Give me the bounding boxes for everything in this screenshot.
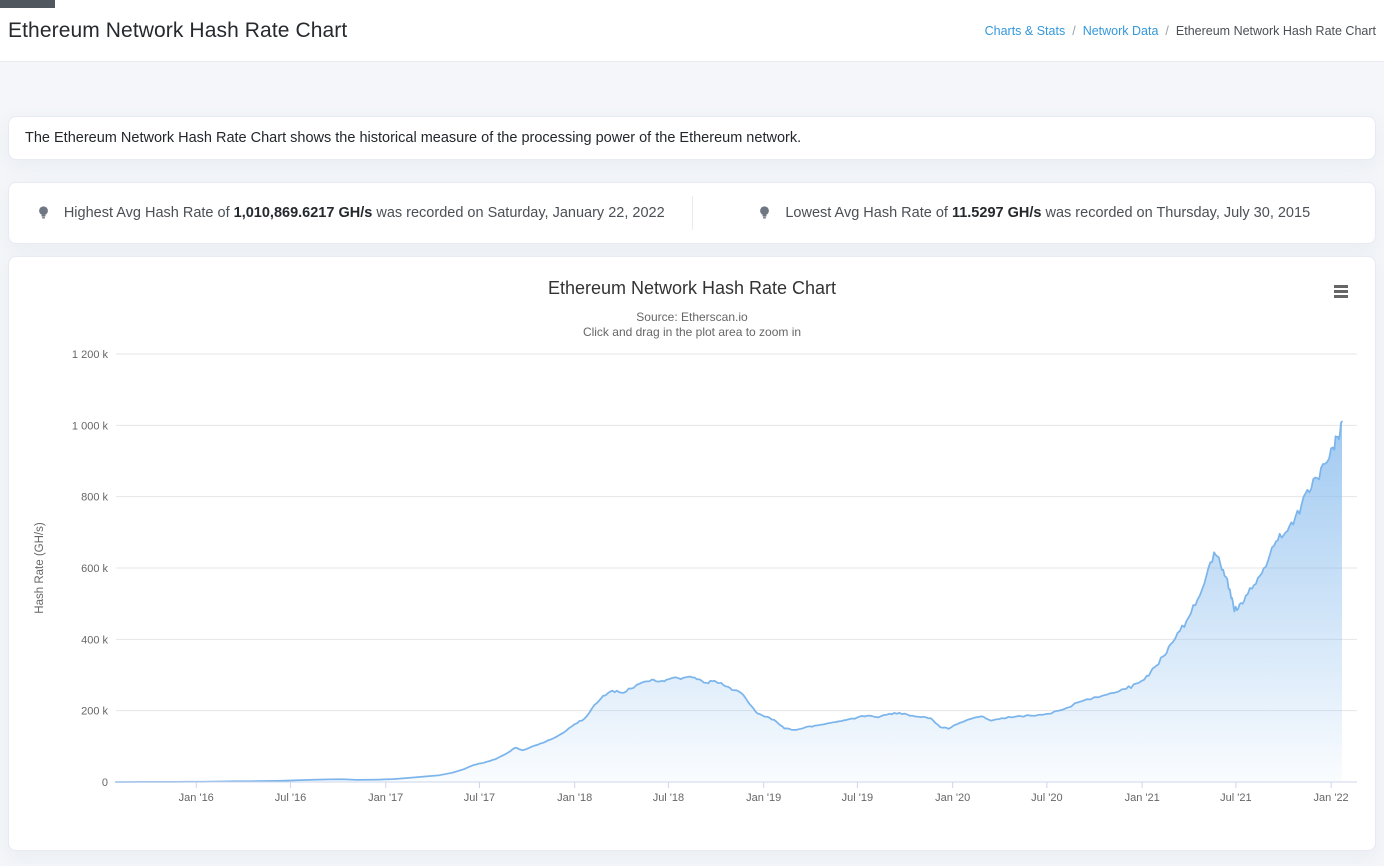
svg-text:Jul '18: Jul '18 — [653, 792, 684, 804]
description-card: The Ethereum Network Hash Rate Chart sho… — [8, 116, 1376, 160]
svg-text:Jan '22: Jan '22 — [1314, 792, 1349, 804]
lightbulb-icon — [757, 205, 772, 221]
svg-text:Jan '19: Jan '19 — [746, 792, 781, 804]
svg-text:400 k: 400 k — [81, 634, 108, 646]
svg-text:Jul '16: Jul '16 — [275, 792, 306, 804]
lightbulb-icon — [36, 205, 51, 221]
svg-text:1 000 k: 1 000 k — [72, 420, 109, 432]
svg-text:Jan '17: Jan '17 — [368, 792, 403, 804]
lowest-hash-rate-stat: Lowest Avg Hash Rate of 11.5297 GH/s was… — [693, 183, 1376, 243]
stats-divider — [691, 196, 693, 230]
svg-text:Jan '16: Jan '16 — [179, 792, 214, 804]
breadcrumb-link-network-data[interactable]: Network Data — [1082, 23, 1159, 38]
svg-text:200 k: 200 k — [81, 706, 108, 718]
breadcrumb-separator: / — [1165, 23, 1169, 38]
chart-subtitle-hint: Click and drag in the plot area to zoom … — [582, 325, 802, 339]
hash-rate-area-chart[interactable]: 0 200 k 400 k 600 k 800 k 1 000 k 1 200 k Hash … — [9, 257, 1377, 852]
highest-stat-text: Highest Avg Hash Rate of 1,010,869.6217 … — [63, 205, 665, 221]
page-header: Ethereum Network Hash Rate Chart Charts … — [0, 0, 1384, 62]
svg-text:800 k: 800 k — [81, 492, 108, 504]
svg-text:Jul '19: Jul '19 — [842, 792, 873, 804]
svg-text:Jul '17: Jul '17 — [464, 792, 495, 804]
page-content: The Ethereum Network Hash Rate Chart sho… — [0, 116, 1384, 851]
description-text: The Ethereum Network Hash Rate Chart sho… — [25, 130, 802, 146]
svg-text:Hash Rate (GH/s): Hash Rate (GH/s) — [34, 522, 46, 614]
svg-text:Jul '20: Jul '20 — [1031, 792, 1062, 804]
highest-hash-rate-stat: Highest Avg Hash Rate of 1,010,869.6217 … — [9, 183, 692, 243]
breadcrumb: Charts & Stats / Network Data / Ethereum… — [985, 24, 1376, 38]
breadcrumb-current: Ethereum Network Hash Rate Chart — [1175, 23, 1376, 38]
chart-card: 0 200 k 400 k 600 k 800 k 1 000 k 1 200 k Hash … — [8, 256, 1376, 851]
top-left-artifact — [0, 0, 55, 8]
svg-text:0: 0 — [102, 777, 108, 789]
highest-stat-value: 1,010,869.6217 GH/s — [233, 205, 373, 221]
page-title: Ethereum Network Hash Rate Chart — [8, 18, 348, 42]
svg-text:Jul '21: Jul '21 — [1220, 792, 1251, 804]
svg-text:1 200 k: 1 200 k — [72, 349, 109, 361]
svg-text:Jan '18: Jan '18 — [557, 792, 592, 804]
svg-text:600 k: 600 k — [81, 563, 108, 575]
chart-context-menu-button[interactable] — [1331, 282, 1351, 300]
breadcrumb-link-charts-stats[interactable]: Charts & Stats — [984, 23, 1066, 38]
chart-title: Ethereum Network Hash Rate Chart — [547, 278, 837, 298]
svg-text:Jan '21: Jan '21 — [1125, 792, 1160, 804]
svg-text:Jan '20: Jan '20 — [935, 792, 970, 804]
lowest-stat-value: 11.5297 GH/s — [951, 205, 1042, 221]
chart-subtitle-source: Source: Etherscan.io — [636, 310, 748, 324]
breadcrumb-separator: / — [1072, 23, 1076, 38]
stats-card: Highest Avg Hash Rate of 1,010,869.6217 … — [8, 182, 1376, 244]
lowest-stat-text: Lowest Avg Hash Rate of 11.5297 GH/s was… — [785, 205, 1311, 221]
